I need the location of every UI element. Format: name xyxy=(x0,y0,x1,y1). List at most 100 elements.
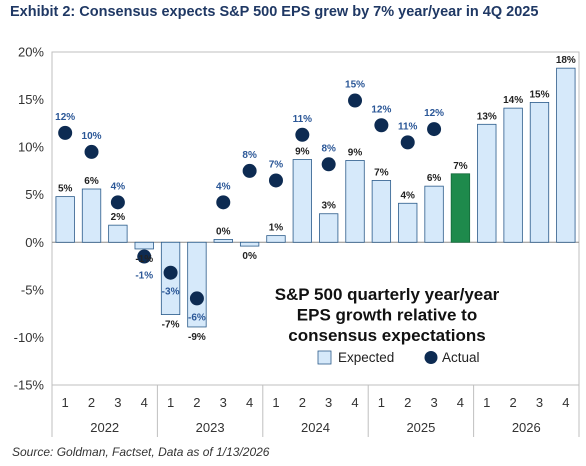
expected-label: 3% xyxy=(321,201,336,212)
actual-label: 7% xyxy=(269,159,284,170)
expected-bar xyxy=(319,213,339,243)
chart-annotation: S&P 500 quarterly year/year xyxy=(275,285,500,304)
expected-label: 7% xyxy=(374,167,389,178)
x-year-label: 2023 xyxy=(196,420,225,435)
expected-label: 14% xyxy=(503,95,523,106)
x-tick-label: 2 xyxy=(510,395,517,410)
actual-dot xyxy=(242,163,257,178)
expected-bar xyxy=(108,224,128,243)
expected-label: 15% xyxy=(529,89,549,100)
expected-bar xyxy=(424,185,444,243)
x-tick-label: 3 xyxy=(220,395,227,410)
actual-dot xyxy=(268,173,283,188)
actual-label: 11% xyxy=(293,114,313,125)
x-tick-label: 1 xyxy=(378,395,385,410)
x-tick-label: 3 xyxy=(430,395,437,410)
actual-label: -3% xyxy=(162,287,180,298)
actual-dot xyxy=(348,93,363,108)
y-tick-label: -15% xyxy=(14,378,45,393)
expected-label: 18% xyxy=(556,55,576,66)
x-tick-label: 4 xyxy=(141,395,148,410)
legend-swatch-actual xyxy=(424,351,438,364)
actual-label: 4% xyxy=(111,181,126,192)
expected-bar xyxy=(371,180,392,243)
x-tick-label: 2 xyxy=(404,395,411,410)
actual-dot xyxy=(163,265,178,280)
expected-bar xyxy=(477,123,497,243)
y-tick-label: 15% xyxy=(18,92,44,107)
expected-bar xyxy=(81,188,102,243)
actual-label: 12% xyxy=(424,108,444,119)
x-year-label: 2026 xyxy=(512,420,541,435)
expected-label: 0% xyxy=(216,226,231,237)
expected-bar xyxy=(292,159,312,243)
x-year-label: 2022 xyxy=(90,420,119,435)
expected-bar xyxy=(134,241,154,250)
x-tick-label: 3 xyxy=(325,395,332,410)
actual-label: -1% xyxy=(135,271,153,282)
actual-dot xyxy=(374,118,389,133)
chart-title: Exhibit 2: Consensus expects S&P 500 EPS… xyxy=(10,4,539,20)
actual-dot xyxy=(58,125,73,140)
x-tick-label: 1 xyxy=(62,395,69,410)
expected-label: 5% xyxy=(58,184,73,195)
expected-label: 6% xyxy=(84,176,99,187)
actual-label: 11% xyxy=(398,121,418,132)
actual-dot xyxy=(137,249,152,264)
x-tick-label: 2 xyxy=(299,395,306,410)
expected-label: 0% xyxy=(242,251,257,262)
x-tick-label: 4 xyxy=(246,395,253,410)
chart-annotation: EPS growth relative to xyxy=(297,306,477,325)
y-tick-label: 5% xyxy=(25,187,44,202)
actual-dot xyxy=(400,135,415,150)
expected-bar xyxy=(450,173,471,243)
expected-label: 9% xyxy=(348,147,363,158)
expected-bar xyxy=(345,160,365,243)
expected-label: -1% xyxy=(135,254,153,265)
expected-bar xyxy=(529,102,550,243)
legend-swatch-expected xyxy=(317,350,332,365)
actual-dot xyxy=(427,122,442,137)
x-tick-label: 3 xyxy=(536,395,543,410)
x-year-label: 2024 xyxy=(301,420,330,435)
actual-label: 10% xyxy=(82,131,102,142)
legend-label-expected: Expected xyxy=(338,350,394,365)
expected-label: -9% xyxy=(188,332,206,343)
x-tick-label: 4 xyxy=(562,395,569,410)
expected-label: -7% xyxy=(162,320,180,331)
expected-bar xyxy=(187,241,207,328)
y-tick-label: 20% xyxy=(18,45,44,60)
actual-label: 8% xyxy=(242,150,257,161)
x-tick-label: 2 xyxy=(193,395,200,410)
x-tick-label: 4 xyxy=(351,395,358,410)
expected-label: 9% xyxy=(295,147,310,158)
y-tick-label: -5% xyxy=(21,282,45,297)
x-tick-label: 1 xyxy=(167,395,174,410)
legend-label-actual: Actual xyxy=(442,350,480,365)
expected-bar xyxy=(556,67,576,243)
eps-growth-chart: 20%15%10%5%0%-5%-10%-15% 5%6%2%-1%-7%-9%… xyxy=(14,45,580,437)
expected-bar xyxy=(266,235,286,243)
x-year-label: 2025 xyxy=(406,420,435,435)
expected-label: 4% xyxy=(400,190,415,201)
x-tick-label: 3 xyxy=(114,395,121,410)
expected-bar xyxy=(503,107,523,243)
source-note: Source: Goldman, Factset, Data as of 1/1… xyxy=(12,445,270,459)
expected-label: 2% xyxy=(111,212,126,223)
actual-dot xyxy=(295,127,310,142)
expected-bar xyxy=(55,196,75,243)
actual-dot xyxy=(321,157,336,172)
x-tick-label: 1 xyxy=(272,395,279,410)
actual-label: 12% xyxy=(371,104,391,115)
y-tick-label: 0% xyxy=(25,235,44,250)
x-tick-label: 1 xyxy=(483,395,490,410)
expected-bar xyxy=(398,202,418,243)
y-tick-label: 10% xyxy=(18,140,44,155)
actual-dot xyxy=(189,291,204,306)
expected-bar xyxy=(213,239,233,243)
plot-frame xyxy=(51,51,580,386)
actual-label: 12% xyxy=(55,112,75,123)
actual-dot xyxy=(84,144,99,159)
x-tick-label: 4 xyxy=(457,395,464,410)
expected-label: 6% xyxy=(427,173,442,184)
